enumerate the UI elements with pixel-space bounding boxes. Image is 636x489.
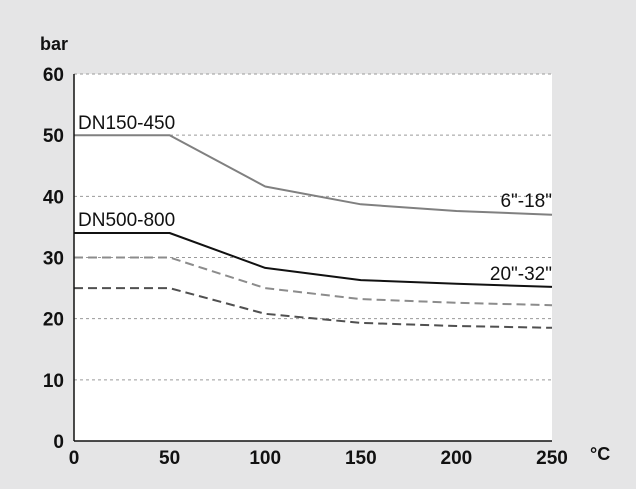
x-tick-label: 250: [536, 448, 568, 469]
y-axis-unit: bar: [40, 34, 68, 54]
y-tick-label: 30: [43, 249, 64, 270]
x-tick-label: 200: [441, 448, 473, 469]
series-line-2: [74, 232, 553, 288]
y-tick-label: 50: [43, 126, 64, 147]
y-tick-label: 0: [53, 432, 64, 453]
x-tick-label: 50: [159, 448, 180, 469]
series-line-4: [74, 287, 553, 329]
x-axis-unit: °C: [590, 444, 610, 464]
x-tick-label: 0: [69, 448, 80, 469]
series-layer: [74, 134, 553, 329]
series-line-1: [74, 134, 553, 216]
label-20-32: 20"-32": [490, 264, 552, 285]
label-6-18: 6"-18": [500, 191, 552, 212]
series-line-3: [74, 256, 553, 307]
x-tick-label: 150: [345, 448, 377, 469]
label-dn150-450: DN150-450: [78, 113, 175, 134]
y-tick-label: 60: [43, 65, 64, 86]
y-tick-label: 20: [43, 310, 64, 331]
y-tick-label: 10: [43, 371, 64, 392]
x-tick-label: 100: [249, 448, 281, 469]
y-tick-label: 40: [43, 187, 64, 208]
tick-labels: 0 10 20 30 40 50 60 0 50 100 150 200 250: [43, 65, 568, 469]
label-dn500-800: DN500-800: [78, 210, 175, 231]
